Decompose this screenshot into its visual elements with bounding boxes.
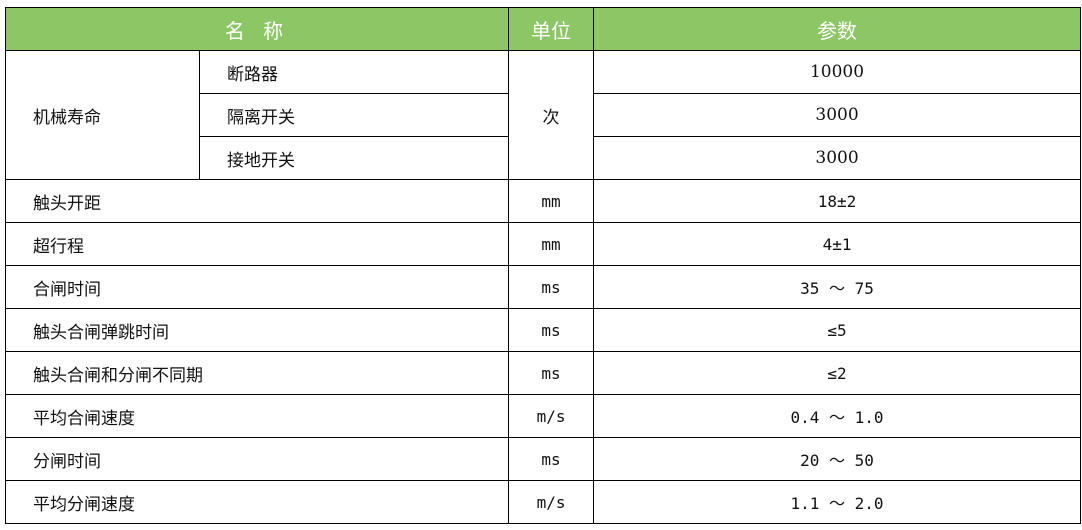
- row-value: 0.4 ～ 1.0: [593, 394, 1082, 438]
- row-unit: ms: [508, 308, 595, 352]
- sub-item-name: 隔离开关: [198, 93, 510, 137]
- table-row: 分闸时间 ms 20 ～ 50: [4, 437, 1082, 481]
- table-row: 接地开关 3000: [6, 136, 1082, 180]
- sub-item-name: 断路器: [198, 50, 510, 94]
- header-row: 名 称 单位 参数: [4, 7, 1082, 51]
- table-row: 合闸时间 ms 35 ～ 75: [4, 265, 1082, 309]
- row-value: 1.1 ～ 2.0: [593, 480, 1082, 524]
- table-row: 平均分闸速度 m/s 1.1 ～ 2.0: [4, 480, 1082, 524]
- row-unit: mm: [508, 222, 595, 266]
- table-row: 机械寿命 断路器 次 10000: [5, 50, 1082, 180]
- mechanical-life-label: 机械寿命: [5, 50, 200, 180]
- mechanical-life-unit: 次: [508, 50, 595, 180]
- row-name: 分闸时间: [4, 437, 510, 481]
- sub-item-value: 3000: [593, 136, 1082, 180]
- header-unit: 单位: [508, 7, 595, 51]
- row-name: 触头开距: [4, 179, 510, 223]
- row-unit: m/s: [508, 394, 595, 438]
- row-value: 20 ～ 50: [593, 437, 1082, 481]
- row-name: 合闸时间: [4, 265, 510, 309]
- row-name: 触头合闸弹跳时间: [4, 308, 510, 352]
- row-value: ≤5: [593, 308, 1082, 352]
- table-row: 隔离开关 3000: [6, 93, 1082, 137]
- row-name: 平均分闸速度: [4, 480, 510, 524]
- table-row: 超行程 mm 4±1: [4, 222, 1082, 266]
- row-unit: ms: [508, 351, 595, 395]
- row-value: 35 ～ 75: [593, 265, 1082, 309]
- row-unit: ms: [508, 437, 595, 481]
- row-value: 18±2: [593, 179, 1082, 223]
- parameter-table: 名 称 单位 参数 机械寿命 断路器 次 10000 隔离开关 3000 接地开…: [4, 7, 1082, 524]
- table-row: 触头开距 mm 18±2: [4, 179, 1082, 223]
- row-unit: mm: [508, 179, 595, 223]
- table-row: 平均合闸速度 m/s 0.4 ～ 1.0: [4, 394, 1082, 438]
- header-name: 名 称: [4, 7, 510, 51]
- row-name: 平均合闸速度: [4, 394, 510, 438]
- row-name: 触头合闸和分闸不同期: [4, 351, 510, 395]
- row-value: ≤2: [593, 351, 1082, 395]
- header-param: 参数: [593, 7, 1082, 51]
- row-value: 4±1: [593, 222, 1082, 266]
- row-name: 超行程: [4, 222, 510, 266]
- sub-item-value: 3000: [593, 93, 1082, 137]
- table-row: 触头合闸和分闸不同期 ms ≤2: [4, 351, 1082, 395]
- row-unit: ms: [508, 265, 595, 309]
- sub-item-name: 接地开关: [198, 136, 510, 180]
- row-unit: m/s: [508, 480, 595, 524]
- sub-item-value: 10000: [593, 50, 1082, 94]
- table-row: 触头合闸弹跳时间 ms ≤5: [4, 308, 1082, 352]
